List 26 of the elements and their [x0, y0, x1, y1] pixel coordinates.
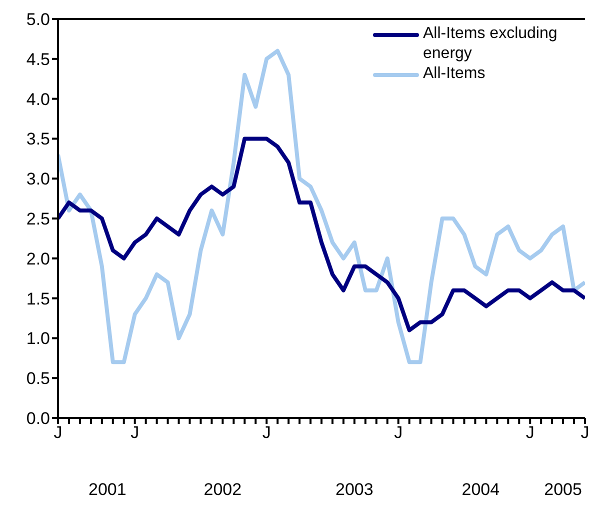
y-tick-label: 4.5 — [26, 50, 50, 69]
y-tick-label: 5.0 — [26, 10, 50, 30]
line-series — [58, 48, 585, 364]
y-tick-label: 2.5 — [26, 210, 50, 229]
y-tick-label: 1.5 — [26, 289, 50, 308]
text: 2004 — [460, 480, 501, 500]
legend-label: All-Items — [423, 64, 486, 84]
x-tick-label: J — [262, 423, 271, 442]
y-tick-label: 3.5 — [26, 130, 50, 149]
y-tick-label: 1.0 — [26, 329, 50, 348]
y-tick-label: 0.0 — [26, 409, 50, 428]
y-tick-label: 0.5 — [26, 369, 50, 388]
y-tick-label: 2.0 — [26, 249, 50, 268]
text: 2001 — [87, 480, 128, 500]
text: 2005 — [543, 480, 583, 500]
x-tick-label: J — [130, 423, 140, 442]
text: 2003 — [334, 480, 374, 500]
line-series — [58, 136, 585, 332]
x-tick-label: J — [526, 423, 534, 442]
y-tick-label: 3.0 — [26, 170, 50, 189]
legend-label: All-Items excluding energy — [423, 24, 558, 64]
text: 2002 — [202, 480, 243, 500]
x-tick-label: J — [580, 423, 590, 442]
x-tick-label: J — [394, 423, 403, 442]
x-tick-label: J — [54, 423, 62, 442]
y-tick-label: 4.0 — [26, 90, 50, 109]
